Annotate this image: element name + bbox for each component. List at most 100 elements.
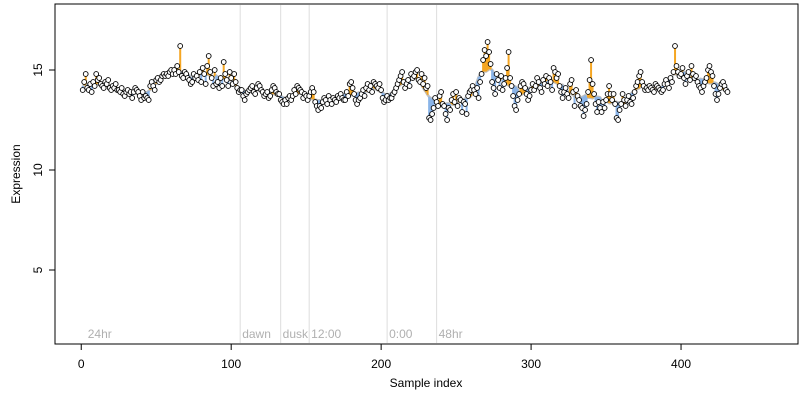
data-point (699, 89, 705, 95)
data-point (81, 79, 88, 85)
data-point (228, 75, 235, 81)
data-point (522, 85, 528, 91)
data-point (219, 83, 226, 89)
data-point (474, 85, 480, 91)
data-point (454, 103, 461, 109)
data-point (487, 61, 494, 67)
data-point (612, 101, 618, 107)
data-point (447, 107, 453, 113)
x-tick-label: 100 (221, 357, 241, 371)
data-point (189, 79, 196, 85)
data-point (687, 77, 693, 83)
data-point (442, 111, 449, 117)
marker-label-dawn: dawn (242, 327, 271, 341)
data-point (91, 83, 98, 89)
marker-label-000: 0:00 (389, 327, 413, 341)
data-point (342, 97, 349, 103)
data-point (666, 85, 672, 91)
data-point (493, 71, 500, 77)
data-point (532, 83, 539, 89)
data-point (198, 79, 205, 85)
data-point (499, 87, 506, 93)
data-point (588, 57, 594, 63)
data-point (444, 117, 450, 123)
data-point (459, 109, 465, 115)
data-point (249, 83, 256, 89)
data-point (591, 91, 597, 97)
data-point (438, 89, 444, 95)
data-point (351, 91, 357, 97)
data-point (406, 83, 413, 89)
marker-label-dusk: dusk (283, 327, 309, 341)
data-point (369, 89, 375, 95)
data-point (105, 77, 112, 83)
data-point (223, 77, 230, 83)
data-point (424, 83, 431, 89)
data-point (615, 117, 621, 123)
data-point (501, 81, 507, 87)
data-point (582, 107, 588, 113)
data-point (585, 89, 591, 95)
data-point (477, 79, 483, 85)
data-point (82, 71, 89, 77)
data-point (421, 75, 428, 81)
data-point (598, 109, 605, 115)
data-point (283, 101, 290, 107)
data-point (267, 93, 274, 99)
data-point (328, 101, 335, 107)
data-point (580, 113, 587, 119)
x-tick-label: 200 (371, 357, 391, 371)
data-point (453, 89, 459, 95)
data-point (420, 81, 426, 87)
data-point (489, 79, 495, 85)
data-point (711, 83, 717, 89)
data-point (490, 85, 497, 91)
data-point (430, 105, 437, 111)
data-point (688, 63, 695, 69)
data-point (483, 53, 489, 59)
data-point (693, 73, 699, 79)
data-point (226, 69, 233, 75)
data-point (361, 93, 368, 99)
data-point (547, 79, 554, 85)
data-point (715, 91, 722, 97)
data-point (583, 101, 590, 107)
data-point (174, 63, 181, 69)
data-point (462, 101, 468, 107)
data-point (504, 65, 510, 71)
y-tick-label: 15 (31, 63, 45, 77)
data-point (505, 49, 512, 55)
marker-label-1200: 12:00 (311, 327, 341, 341)
data-point (679, 65, 686, 71)
x-tick-label: 400 (671, 357, 691, 371)
data-point (724, 89, 731, 95)
data-point (669, 79, 675, 85)
data-point (576, 97, 582, 103)
data-point (526, 93, 533, 99)
data-point (513, 107, 519, 113)
plot-area (54, 3, 799, 345)
data-point (606, 83, 612, 89)
data-point (441, 103, 447, 109)
data-point (478, 71, 485, 77)
data-point (208, 75, 215, 81)
data-point (619, 91, 626, 97)
data-point (484, 39, 491, 45)
data-point (481, 47, 488, 53)
data-point (367, 83, 374, 89)
data-point (516, 91, 522, 97)
data-point (535, 79, 542, 85)
data-point (495, 77, 501, 83)
data-point (264, 89, 271, 95)
data-point (139, 89, 146, 95)
data-point (544, 83, 551, 89)
data-point (682, 81, 689, 87)
data-point (709, 73, 716, 79)
data-point (204, 63, 211, 69)
data-point (349, 85, 356, 91)
data-point (118, 85, 125, 91)
data-point (199, 65, 206, 71)
data-point (672, 43, 678, 49)
data-point (414, 67, 420, 73)
